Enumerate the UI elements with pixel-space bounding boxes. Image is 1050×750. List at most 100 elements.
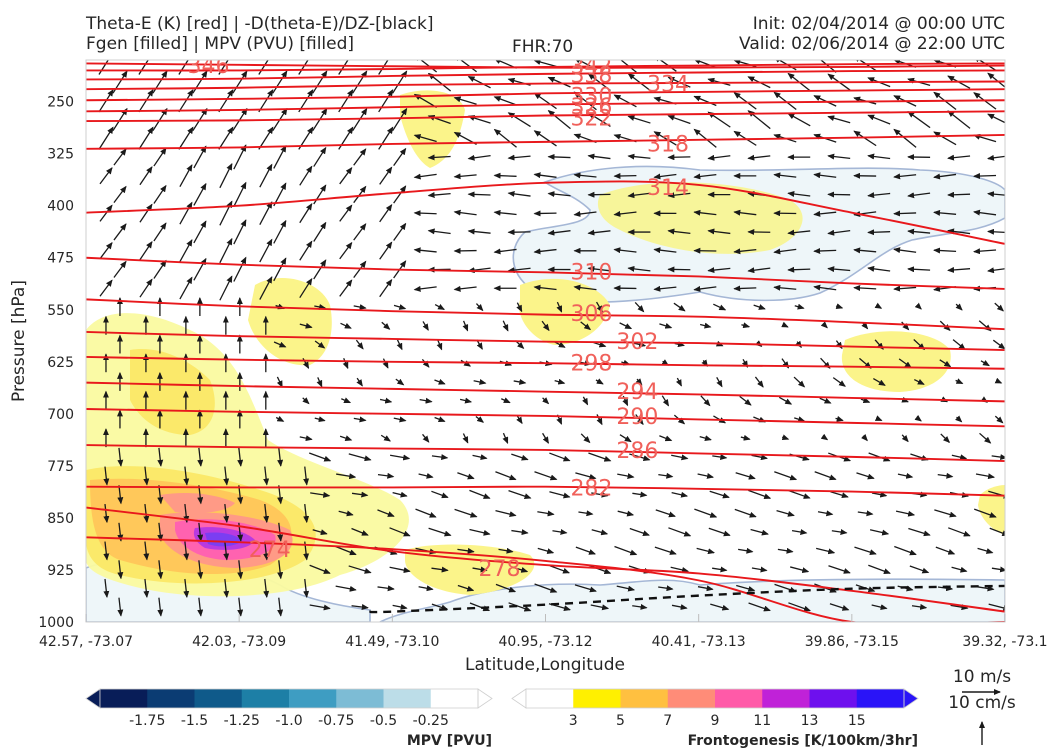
wind-vector — [794, 303, 805, 310]
wind-vector — [747, 267, 771, 274]
wind-vector — [914, 414, 922, 422]
wind-vector — [935, 546, 956, 555]
wind-vector — [419, 397, 433, 404]
theta-e-contour-label: 286 — [616, 439, 658, 464]
wind-vector — [272, 70, 288, 94]
wind-vector — [791, 529, 808, 535]
wind-vector — [830, 491, 849, 499]
wind-vector — [467, 154, 491, 161]
wind-vector — [258, 89, 274, 113]
wind-vector — [774, 471, 798, 481]
wind-vector — [338, 510, 354, 517]
wind-vector — [578, 510, 594, 517]
wind-vector — [389, 527, 411, 537]
wind-vector — [475, 416, 485, 423]
y-axis-label: Pressure [hPa] — [9, 280, 29, 402]
wind-vector — [138, 89, 154, 113]
fgen-region-right-edge — [978, 485, 1005, 535]
wind-vector — [619, 434, 632, 443]
x-axis-ticks: 42.57, -73.07 42.03, -73.09 41.49, -73.10 4… — [39, 614, 1048, 650]
wind-vector — [707, 228, 731, 235]
colorbar-extend-low — [85, 688, 101, 709]
wind-vector — [907, 192, 931, 199]
wind-vector — [462, 433, 469, 444]
wind-vector — [139, 203, 153, 223]
wind-vector — [987, 191, 1005, 198]
wind-vector — [898, 358, 912, 369]
wind-vector — [263, 541, 270, 561]
y-tick-label: 400 — [47, 199, 74, 215]
wind-vector — [773, 284, 797, 291]
y-tick-label: 250 — [47, 95, 74, 111]
wind-vector — [588, 564, 612, 575]
wind-vector — [629, 527, 650, 536]
wind-vector — [856, 472, 875, 480]
colorbar-extend-low — [511, 688, 527, 709]
wind-vector — [587, 153, 611, 160]
wind-vector — [431, 490, 449, 499]
colorbar-segment — [526, 689, 574, 708]
wind-vector — [907, 111, 931, 129]
wind-vector — [454, 508, 478, 518]
wind-vector — [854, 546, 877, 556]
wind-vector — [955, 415, 963, 423]
wind-vector — [635, 414, 644, 426]
wind-vector — [277, 597, 284, 617]
x-tick-label: 42.57, -73.07 — [39, 634, 133, 650]
wind-vector — [549, 491, 571, 499]
wind-vector — [498, 547, 514, 554]
theta-e-contour-line — [86, 408, 1005, 428]
wind-vector — [700, 395, 711, 407]
theta-e-contour-line — [86, 99, 1005, 113]
wind-vector — [667, 114, 691, 125]
colorbar-segment — [856, 689, 905, 708]
wind-vector — [937, 585, 954, 592]
wind-vector — [693, 128, 717, 148]
forecast-hour: FHR:70 — [512, 37, 574, 57]
theta-e-contour-line — [86, 506, 1005, 613]
wind-vector — [741, 322, 751, 329]
wind-vector — [893, 128, 917, 148]
wind-vector — [950, 604, 969, 611]
wind-vector — [813, 210, 837, 217]
wind-vector — [99, 204, 113, 222]
wind-vector — [348, 565, 372, 574]
theta-e-contour-label: 298 — [570, 352, 612, 377]
wind-vector — [573, 210, 597, 217]
colorbar-tick-label: -0.5 — [370, 713, 397, 729]
wind-vector — [587, 73, 611, 92]
wind-vector — [392, 604, 408, 610]
fgen-region-mid-left — [248, 277, 332, 366]
wind-vector — [653, 60, 677, 72]
wind-vector — [827, 229, 851, 236]
wind-vector — [671, 491, 689, 498]
wind-vector — [595, 301, 603, 313]
wind-vector — [117, 560, 124, 580]
wind-vector — [907, 266, 931, 273]
wind-vector — [339, 166, 353, 185]
wind-vector — [556, 301, 563, 313]
wind-vector — [103, 466, 110, 486]
wind-vector — [219, 237, 233, 264]
colorbar-extend-high — [903, 688, 919, 709]
wind-vector — [219, 275, 233, 301]
wind-vector — [396, 339, 403, 351]
colorbar-segment — [762, 689, 810, 708]
wind-vector — [232, 70, 248, 94]
wind-vector — [237, 447, 244, 467]
colorbar-extend-high — [477, 688, 493, 709]
wind-vector — [138, 126, 154, 150]
wind-vector — [393, 416, 407, 423]
wind-vector — [197, 522, 204, 542]
wind-vector — [573, 91, 597, 111]
wind-vector — [994, 377, 1003, 384]
wind-vector — [588, 452, 612, 462]
wind-vector — [413, 134, 437, 143]
wind-vector — [893, 247, 917, 254]
wind-vector — [940, 433, 951, 444]
wind-vector — [670, 566, 690, 573]
wind-vector — [475, 303, 484, 312]
wind-vector — [273, 219, 287, 244]
wind-vector — [335, 545, 357, 556]
wind-vector — [734, 508, 757, 518]
